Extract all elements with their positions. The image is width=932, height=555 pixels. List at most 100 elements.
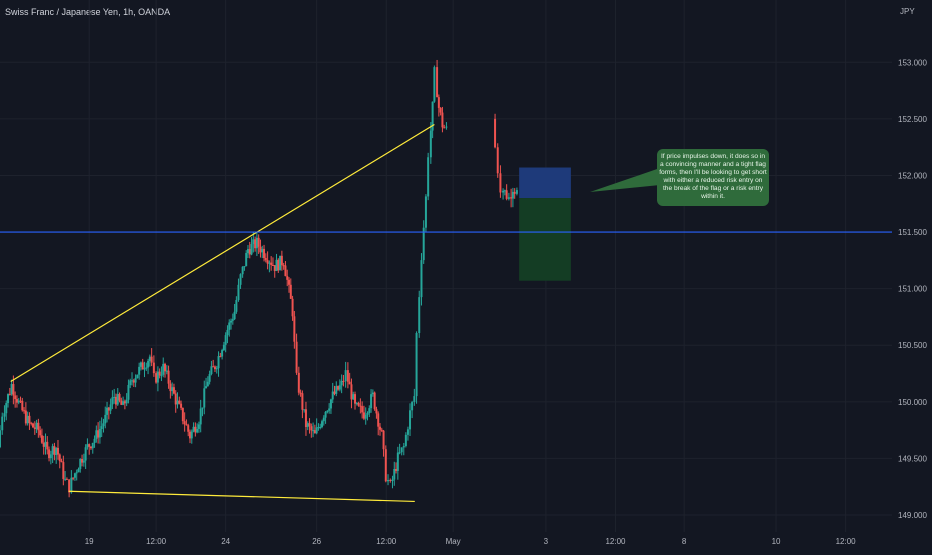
x-tick-label: May xyxy=(446,537,461,546)
candle-body xyxy=(235,300,238,312)
candle-body xyxy=(400,447,403,453)
candle-body xyxy=(286,276,289,280)
candle-body xyxy=(68,479,71,493)
candle-body xyxy=(106,407,109,415)
candle-body xyxy=(387,479,390,482)
candle-body xyxy=(35,422,38,430)
y-tick-label: 149.500 xyxy=(898,454,927,463)
candle-body xyxy=(56,447,59,455)
candle-body xyxy=(384,449,387,482)
candle-body xyxy=(206,381,209,387)
y-tick-label: 151.500 xyxy=(898,228,927,237)
candle-body xyxy=(208,374,211,382)
x-axis: 19 12:00 24 26 12:00 May 3 12:00 8 10 12:00 xyxy=(85,537,856,546)
candle-body xyxy=(333,391,336,394)
candle-body xyxy=(344,370,347,382)
candle-body xyxy=(396,452,399,471)
candle-body xyxy=(409,410,412,430)
candle-body xyxy=(224,335,227,345)
candle-body xyxy=(237,284,240,301)
candle-body xyxy=(15,399,18,403)
candle-body xyxy=(49,454,52,459)
candle-body xyxy=(429,130,432,158)
candle-body xyxy=(180,403,183,408)
candle-body xyxy=(315,427,318,434)
candle-body xyxy=(33,427,36,430)
candle-body xyxy=(245,253,248,267)
candle-body xyxy=(331,391,334,400)
candle-body xyxy=(511,191,514,199)
candle-body xyxy=(248,249,251,255)
candle-body xyxy=(181,407,184,422)
x-tick-label: 3 xyxy=(544,537,549,546)
candle-body xyxy=(507,197,510,199)
candle-body xyxy=(277,259,280,271)
candle-body xyxy=(215,368,218,370)
candle-body xyxy=(221,350,224,357)
candle-body xyxy=(282,265,285,267)
candle-body xyxy=(422,227,425,261)
candle-body xyxy=(304,409,307,427)
candle-body xyxy=(0,430,1,448)
candle-body xyxy=(233,311,236,320)
candle-body xyxy=(427,157,430,197)
candle-body xyxy=(107,407,110,411)
candle-body xyxy=(321,421,324,427)
candle-body xyxy=(14,395,17,400)
candle-body xyxy=(250,244,253,255)
candle-body xyxy=(196,428,199,433)
take-profit-zone xyxy=(519,198,571,281)
candle-body xyxy=(64,478,67,480)
candle-body xyxy=(413,396,416,403)
candle-body xyxy=(212,366,215,368)
candle-body xyxy=(167,370,170,384)
candle-body xyxy=(289,284,292,299)
candle-body xyxy=(513,191,516,194)
y-tick-label: 152.500 xyxy=(898,115,927,124)
y-tick-label: 152.000 xyxy=(898,171,927,180)
candle-body xyxy=(288,279,291,285)
candle-body xyxy=(217,356,220,369)
y-axis: 149.000 149.500 150.000 150.500 151.000 151.5… xyxy=(898,58,927,520)
candle-body xyxy=(192,426,195,432)
candle-body xyxy=(148,356,151,361)
candle-body xyxy=(75,472,78,474)
candle-body xyxy=(312,430,315,432)
candle-body xyxy=(187,425,190,432)
candle-body xyxy=(270,262,273,266)
candle-body xyxy=(322,417,325,422)
candle-body xyxy=(10,384,13,395)
candle-body xyxy=(443,127,446,129)
candle-body xyxy=(230,320,233,323)
candle-body xyxy=(197,424,200,429)
candle-body xyxy=(389,479,392,482)
candle-body xyxy=(505,190,508,199)
candle-body xyxy=(441,112,444,128)
y-tick-label: 150.500 xyxy=(898,341,927,350)
trade-note[interactable]: If price impulses down, it does so in a … xyxy=(657,149,769,206)
candle-body xyxy=(42,442,45,447)
candle-body xyxy=(3,413,6,417)
candle-body xyxy=(346,370,349,382)
candle-body xyxy=(89,446,92,449)
candle-body xyxy=(366,413,369,415)
candle-body xyxy=(79,459,82,470)
candle-body xyxy=(44,441,47,447)
candle-body xyxy=(337,386,340,390)
candle-body xyxy=(299,392,302,394)
candle-body xyxy=(5,403,8,414)
candle-body xyxy=(109,404,112,411)
note-pointer xyxy=(590,168,660,192)
candle-body xyxy=(213,366,216,370)
candle-body xyxy=(147,360,150,368)
candle-body xyxy=(313,430,316,434)
candle-body xyxy=(201,407,204,409)
candle-body xyxy=(284,265,287,277)
candle-body xyxy=(335,386,338,394)
grid-layer xyxy=(0,0,892,532)
candle-body xyxy=(72,477,75,479)
candle-body xyxy=(402,446,405,448)
candle-body xyxy=(172,387,175,394)
candle-body xyxy=(39,430,42,436)
